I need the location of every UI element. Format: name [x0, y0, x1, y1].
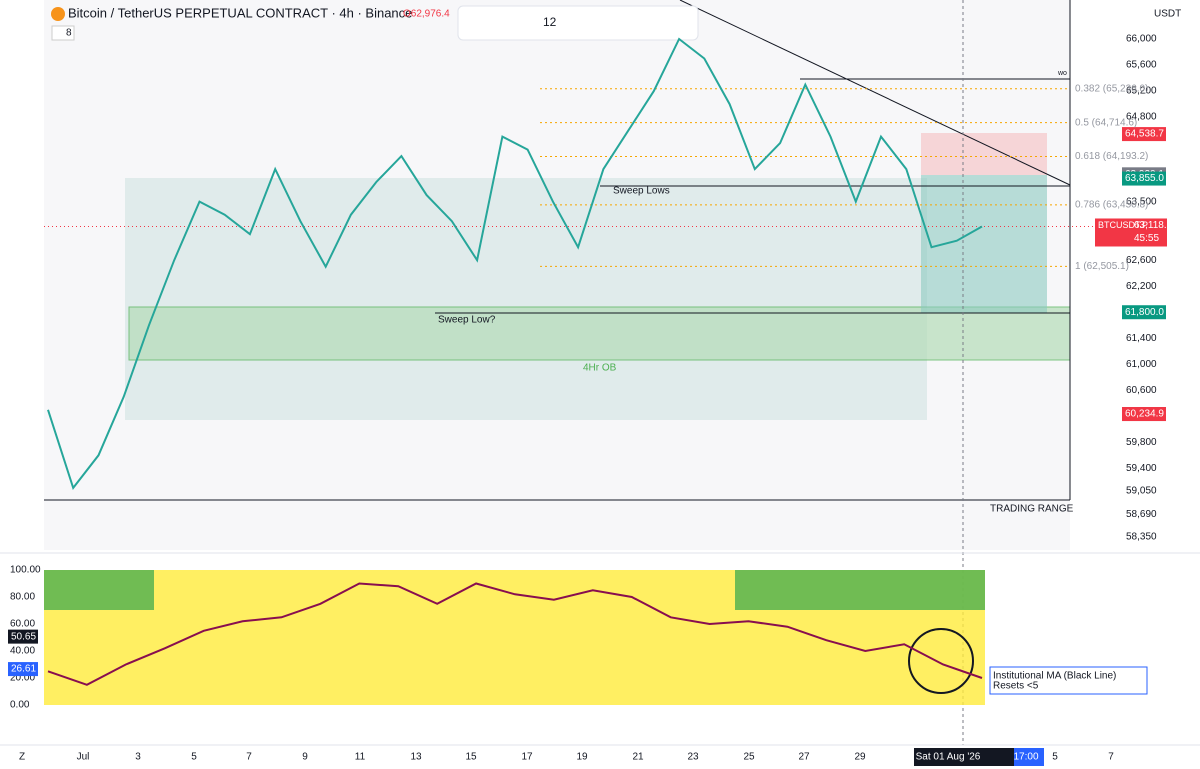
- osc-badge-label: 50.65: [11, 631, 36, 642]
- range-box: [125, 178, 927, 420]
- note-box: [989, 666, 1148, 695]
- oscillator-bg: [44, 570, 154, 610]
- y-tick-label: 64,800: [1126, 112, 1157, 123]
- x-tick-label: 15: [465, 752, 477, 763]
- y-tick-label: 62,200: [1126, 281, 1157, 292]
- x-tick-label: 17:00: [1013, 752, 1038, 763]
- highlight-circle: [908, 628, 974, 694]
- y-tick-label: 63,500: [1126, 196, 1157, 207]
- x-tick-label: 3: [135, 752, 141, 763]
- x-tick-label: Z: [19, 752, 25, 763]
- y-tick-label: 58,690: [1126, 509, 1157, 520]
- price-badge-label: 60,234.9: [1125, 409, 1164, 420]
- annotation: Sweep Lows: [613, 186, 670, 197]
- y-tick-label: 61,000: [1126, 359, 1157, 370]
- trend-line: [679, 0, 1071, 186]
- price-badge: [1122, 127, 1166, 142]
- y-tick-label: 61,400: [1126, 333, 1157, 344]
- osc-tick-label: 0.00: [10, 700, 30, 711]
- fib-label: 0.5 (64,714.6): [1075, 117, 1137, 128]
- price-badge: [1122, 171, 1166, 186]
- symbol-title: Bitcoin / TetherUS PERPETUAL CONTRACT · …: [68, 5, 412, 20]
- y-tick-label: 59,400: [1126, 463, 1157, 474]
- x-tick-label: 27: [798, 752, 810, 763]
- countdown: 45:55: [1134, 233, 1159, 244]
- institutional-ma: [47, 582, 983, 686]
- toolbar-size[interactable]: 12: [543, 15, 557, 29]
- price-badge-label: 61,800.0: [1125, 307, 1164, 318]
- price-badge: [1122, 305, 1166, 320]
- fib-label: 0.382 (65,236.0): [1075, 83, 1148, 94]
- y-tick-label: 59,800: [1126, 437, 1157, 448]
- osc-tick-label: 60.00: [10, 619, 35, 630]
- coin-icon: [51, 7, 65, 21]
- price-badge-label: 64,538.7: [1125, 129, 1164, 140]
- x-tick-label: 13: [410, 752, 422, 763]
- interval-badge[interactable]: [51, 25, 75, 41]
- osc-tick-label: 20.00: [10, 673, 35, 684]
- osc-badge: [8, 662, 38, 677]
- x-tick-label: 17: [521, 752, 533, 763]
- price-line: [47, 37, 983, 491]
- y-tick-label: 66,000: [1126, 34, 1157, 45]
- x-tick-label: 9: [302, 752, 308, 763]
- drawing-toolbar[interactable]: [457, 5, 699, 41]
- oscillator-bg: [735, 570, 985, 610]
- x-tick-label: 7: [1108, 752, 1114, 763]
- osc-tick-label: 40.00: [10, 646, 35, 657]
- last-price-badge: [1095, 218, 1167, 247]
- x-tick-label: 7: [246, 752, 252, 763]
- y-tick-label: 65,600: [1126, 60, 1157, 71]
- x-tick-label: 5: [191, 752, 197, 763]
- osc-tick-label: 100.00: [10, 565, 41, 576]
- x-tick-label: 19: [576, 752, 588, 763]
- fib-label: 1 (62,505.1): [1075, 261, 1129, 272]
- x-tick-label: 23: [687, 752, 699, 763]
- price-badge-label: 63,855.0: [1125, 173, 1164, 184]
- last-price-symbol: BTCUSDT.P: [1098, 220, 1148, 230]
- x-tick-label: Sat 01 Aug '26: [916, 752, 981, 763]
- currency[interactable]: USDT: [1154, 9, 1181, 20]
- fib-label: 0.618 (64,193.2): [1075, 151, 1148, 162]
- x-tick-label: 25: [743, 752, 755, 763]
- x-tick-label: 21: [632, 752, 644, 763]
- interval-text: 8: [66, 28, 72, 39]
- osc-badge-label: 26.61: [11, 664, 36, 675]
- long-zone: [921, 175, 1047, 313]
- annotation: Sweep Low?: [438, 315, 496, 326]
- note: Institutional MA (Black Line): [993, 671, 1116, 682]
- short-zone: [921, 133, 1047, 175]
- osc-tick-label: 80.00: [10, 592, 35, 603]
- x-tick-label: 5: [1052, 752, 1058, 763]
- open-value: O62,976.4: [403, 9, 450, 20]
- order-block: [128, 306, 1071, 361]
- annotation: 4Hr OB: [583, 363, 617, 374]
- y-tick-label: 58,350: [1126, 531, 1157, 542]
- osc-badge: [8, 629, 38, 644]
- annotation: TRADING RANGE: [990, 504, 1074, 515]
- y-tick-label: 59,050: [1126, 486, 1157, 497]
- x-tick-label: 29: [854, 752, 866, 763]
- y-tick-label: 65,200: [1126, 86, 1157, 97]
- y-tick-label: 60,600: [1126, 385, 1157, 396]
- time-badge: [1014, 748, 1044, 766]
- y-tick-label: 62,600: [1126, 255, 1157, 266]
- date-badge: [914, 748, 1014, 766]
- annotation: wo: [1057, 70, 1067, 77]
- x-tick-label: 11: [355, 752, 366, 763]
- note: Resets <5: [993, 681, 1039, 692]
- last-price-label: 63,118.1: [1134, 220, 1173, 231]
- x-tick-label: Jul: [77, 752, 90, 763]
- price-badge: [1122, 407, 1166, 422]
- fib-label: 0.786 (63,450.8): [1075, 199, 1148, 210]
